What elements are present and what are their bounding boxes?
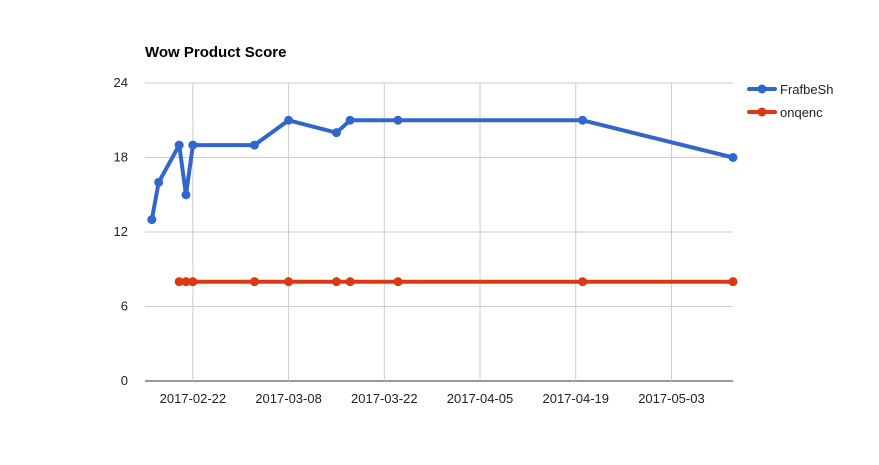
x-tick-label: 2017-03-22 xyxy=(351,391,418,406)
y-tick-label: 18 xyxy=(114,150,128,165)
data-point-onqenc xyxy=(188,277,198,287)
data-point-onqenc xyxy=(578,277,588,287)
series-layer xyxy=(147,115,738,287)
y-tick-label: 12 xyxy=(114,224,128,239)
legend: FrafbeSh onqenc xyxy=(747,82,833,120)
data-point-onqenc xyxy=(393,277,403,287)
y-tick-label: 24 xyxy=(114,75,128,90)
data-point-onqenc xyxy=(728,277,738,287)
data-point-onqenc xyxy=(174,277,184,287)
data-point-FrafbeSh xyxy=(728,153,738,162)
legend-label: onqenc xyxy=(780,105,823,120)
chart-title: Wow Product Score xyxy=(145,44,286,61)
data-point-FrafbeSh xyxy=(331,128,341,138)
series-line-FrafbeSh xyxy=(149,118,735,222)
data-point-onqenc xyxy=(345,277,355,287)
data-point-FrafbeSh xyxy=(393,115,403,125)
x-tick-label: 2017-05-03 xyxy=(638,391,705,406)
data-point-onqenc xyxy=(331,277,341,287)
legend-label: FrafbeSh xyxy=(780,82,833,97)
data-point-FrafbeSh xyxy=(181,190,191,200)
y-tick-label: 0 xyxy=(121,373,128,388)
x-tick-label: 2017-04-19 xyxy=(542,391,609,406)
data-point-FrafbeSh xyxy=(249,140,259,150)
axis-layer: 0 6 12 18 24 2017-02-22 2017-03-08 2017-03-22 20… xyxy=(114,75,705,406)
data-point-onqenc xyxy=(284,277,294,287)
data-point-FrafbeSh xyxy=(147,215,157,225)
x-tick-label: 2017-02-22 xyxy=(160,391,227,406)
legend-item-onqenc: onqenc xyxy=(747,105,823,120)
data-point-FrafbeSh xyxy=(284,115,294,125)
data-point-FrafbeSh xyxy=(345,115,355,125)
data-point-FrafbeSh xyxy=(578,115,588,125)
data-point-FrafbeSh xyxy=(188,140,198,150)
legend-swatch-marker xyxy=(757,84,767,94)
data-point-FrafbeSh xyxy=(154,177,164,187)
x-tick-label: 2017-03-08 xyxy=(255,391,322,406)
legend-item-FrafbeSh: FrafbeSh xyxy=(747,82,833,97)
data-point-onqenc xyxy=(181,277,191,287)
data-point-onqenc xyxy=(249,277,259,287)
data-point-FrafbeSh xyxy=(174,140,184,150)
x-tick-label: 2017-04-05 xyxy=(447,391,514,406)
y-tick-label: 6 xyxy=(121,299,128,314)
legend-swatch-marker xyxy=(757,107,767,117)
grid-layer xyxy=(145,82,733,382)
